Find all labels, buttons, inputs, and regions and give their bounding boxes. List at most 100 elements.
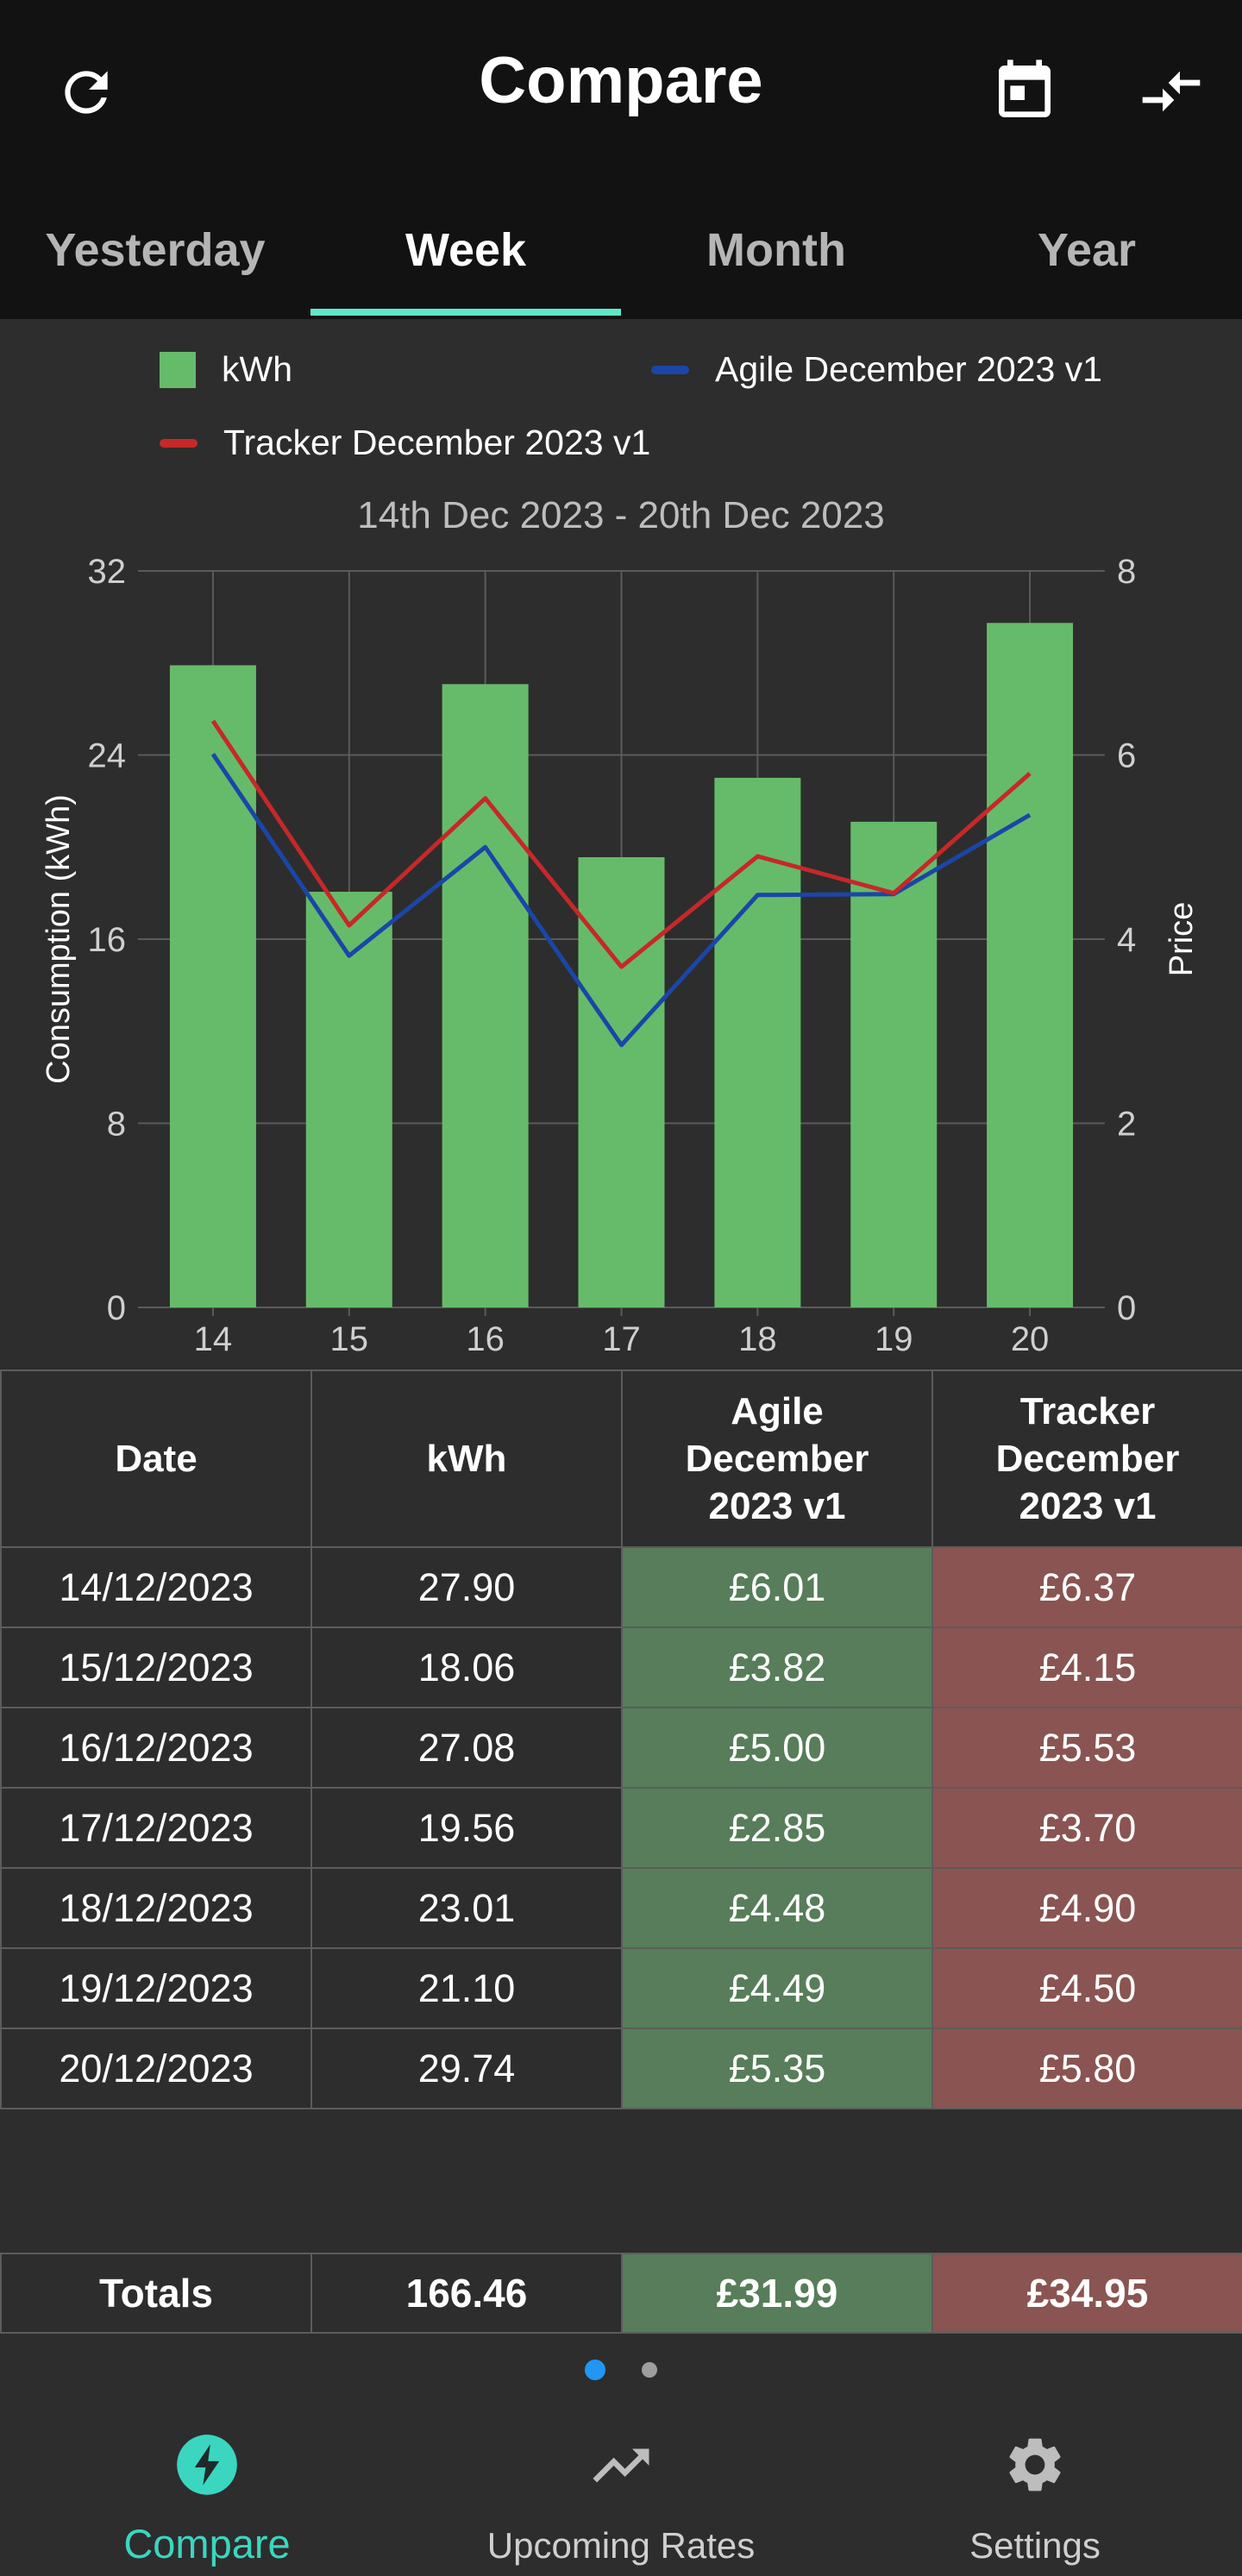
- cell-tracker: £6.37: [932, 1546, 1242, 1628]
- table-row: 19/12/2023 21.10 £4.49 £4.50: [0, 1947, 1242, 2029]
- refresh-icon[interactable]: [47, 53, 125, 131]
- y2-tick-label: 6: [1117, 737, 1136, 775]
- compress-arrows-icon[interactable]: [1130, 50, 1212, 132]
- cell-date: 14/12/2023: [0, 1546, 312, 1628]
- bottom-navigation: Compare Upcoming Rates Settings: [0, 2406, 1242, 2576]
- page-dot-active[interactable]: [585, 2360, 605, 2380]
- cell-agile: £5.00: [621, 1707, 933, 1789]
- y2-axis-title: Price: [1164, 902, 1200, 977]
- top-app-bar: Compare Yesterday Week Month Year: [0, 0, 1242, 319]
- legend-agile[interactable]: Agile December 2023 v1: [651, 349, 1102, 390]
- y2-tick-label: 4: [1117, 921, 1136, 959]
- y2-tick-label: 0: [1117, 1289, 1136, 1327]
- nav-settings-label: Settings: [969, 2525, 1101, 2566]
- legend-tracker-label: Tracker December 2023 v1: [223, 423, 651, 462]
- cell-date: 20/12/2023: [0, 2028, 312, 2109]
- table-row: 20/12/2023 29.74 £5.35 £5.80: [0, 2028, 1242, 2109]
- totals-table: Totals 166.46 £31.99 £34.95: [0, 2253, 1242, 2334]
- cell-agile: £5.35: [621, 2028, 933, 2109]
- totals-kwh: 166.46: [310, 2253, 623, 2334]
- nav-compare-label: Compare: [123, 2521, 291, 2567]
- bar-kwh: [169, 665, 256, 1307]
- gear-icon: [828, 2432, 1242, 2498]
- cell-date: 17/12/2023: [0, 1787, 312, 1869]
- y-axis-title: Consumption (kWh): [41, 794, 77, 1084]
- cell-kwh: 27.90: [310, 1546, 623, 1628]
- x-tick-label: 20: [1011, 1320, 1050, 1358]
- y-tick-label: 0: [107, 1289, 126, 1327]
- chart-title: 14th Dec 2023 - 20th Dec 2023: [357, 494, 885, 536]
- page-title: Compare: [479, 44, 763, 117]
- consumption-price-chart: 14th Dec 2023 - 20th Dec 2023 0 0 8 2 16 4 24 6 3…: [41, 494, 1200, 1358]
- table-row: 18/12/2023 23.01 £4.48 £4.90: [0, 1867, 1242, 1949]
- legend-tracker[interactable]: Tracker December 2023 v1: [160, 423, 650, 463]
- header-tracker-label: Tracker December 2023 v1: [995, 1390, 1180, 1527]
- header-agile-label: Agile December 2023 v1: [685, 1390, 869, 1527]
- totals-label: Totals: [0, 2253, 312, 2334]
- tab-month[interactable]: Month: [706, 224, 846, 276]
- cell-tracker: £4.50: [932, 1947, 1242, 2029]
- legend-agile-swatch: [651, 365, 689, 374]
- cell-kwh: 21.10: [310, 1947, 623, 2029]
- legend-tracker-swatch: [160, 438, 198, 448]
- page-indicator: [0, 2360, 1242, 2380]
- x-tick-label: 16: [466, 1320, 505, 1358]
- y-tick-label: 32: [88, 553, 127, 591]
- cell-agile: £4.48: [621, 1867, 933, 1949]
- cell-tracker: £5.80: [932, 2028, 1242, 2109]
- nav-upcoming-rates-label: Upcoming Rates: [486, 2525, 756, 2566]
- bar-kwh: [578, 856, 665, 1307]
- totals-row: Totals 166.46 £31.99 £34.95: [0, 2253, 1242, 2334]
- cell-kwh: 23.01: [310, 1867, 623, 1949]
- bar-kwh: [987, 623, 1074, 1307]
- nav-settings[interactable]: Settings: [828, 2406, 1242, 2576]
- bolt-icon: [0, 2432, 414, 2498]
- x-tick-label: 14: [194, 1320, 233, 1358]
- cell-agile: £4.49: [621, 1947, 933, 2029]
- tab-year[interactable]: Year: [1037, 224, 1137, 276]
- cell-tracker: £4.90: [932, 1867, 1242, 1949]
- cell-date: 15/12/2023: [0, 1626, 312, 1708]
- cell-agile: £3.82: [621, 1626, 933, 1708]
- y2-tick-label: 2: [1117, 1106, 1136, 1144]
- cell-kwh: 19.56: [310, 1787, 623, 1869]
- cell-date: 19/12/2023: [0, 1947, 312, 2029]
- x-tick-label: 18: [738, 1320, 777, 1358]
- totals-agile: £31.99: [621, 2253, 933, 2334]
- tab-yesterday[interactable]: Yesterday: [45, 224, 266, 276]
- legend-kwh-label: kWh: [222, 349, 292, 389]
- legend-agile-label: Agile December 2023 v1: [715, 349, 1102, 389]
- legend-kwh-swatch: [160, 351, 196, 388]
- cell-tracker: £4.15: [932, 1626, 1242, 1708]
- header-tracker: Tracker December 2023 v1: [932, 1369, 1242, 1548]
- comparison-table: Date kWh Agile December 2023 v1 Tracker …: [0, 1369, 1242, 2109]
- bar-kwh: [442, 684, 529, 1307]
- x-tick-label: 15: [330, 1320, 369, 1358]
- trending-up-icon: [414, 2432, 828, 2499]
- active-tab-indicator: [310, 309, 621, 316]
- x-tick-label: 19: [875, 1320, 913, 1358]
- x-tick-label: 17: [602, 1320, 641, 1358]
- calendar-icon[interactable]: [983, 50, 1065, 132]
- y-tick-label: 24: [88, 737, 127, 775]
- legend-kwh[interactable]: kWh: [160, 349, 292, 390]
- y-tick-label: 16: [88, 921, 127, 959]
- cell-tracker: £3.70: [932, 1787, 1242, 1869]
- nav-compare[interactable]: Compare: [0, 2406, 414, 2576]
- y2-tick-label: 8: [1117, 553, 1136, 591]
- tab-week[interactable]: Week: [405, 224, 527, 276]
- page-dot[interactable]: [642, 2362, 657, 2378]
- totals-tracker: £34.95: [932, 2253, 1242, 2334]
- cell-kwh: 27.08: [310, 1707, 623, 1789]
- table-row: 16/12/2023 27.08 £5.00 £5.53: [0, 1707, 1242, 1789]
- cell-date: 18/12/2023: [0, 1867, 312, 1949]
- bar-kwh: [305, 892, 392, 1307]
- cell-agile: £6.01: [621, 1546, 933, 1628]
- table-row: 17/12/2023 19.56 £2.85 £3.70: [0, 1787, 1242, 1869]
- nav-upcoming-rates[interactable]: Upcoming Rates: [414, 2406, 828, 2576]
- header-date: Date: [0, 1369, 312, 1548]
- cell-agile: £2.85: [621, 1787, 933, 1869]
- cell-kwh: 18.06: [310, 1626, 623, 1708]
- table-row: 14/12/2023 27.90 £6.01 £6.37: [0, 1546, 1242, 1628]
- header-agile: Agile December 2023 v1: [621, 1369, 933, 1548]
